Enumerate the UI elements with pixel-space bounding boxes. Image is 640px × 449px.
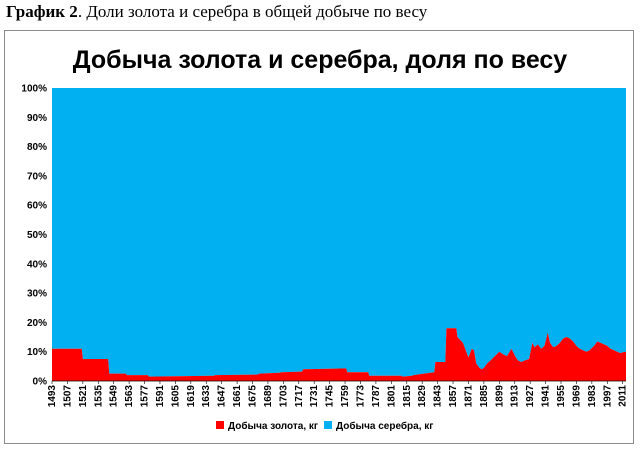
x-tick-label: 1843 — [433, 385, 444, 408]
y-tick-label: 40% — [27, 259, 47, 270]
x-tick-label: 1507 — [62, 385, 73, 408]
silver-area — [52, 88, 626, 377]
x-tick-label: 1857 — [448, 385, 459, 408]
x-axis: 1493 1507 1521 1535 1549 1563 1577 1591 1605 1619… — [47, 381, 629, 407]
x-tick-label: 1745 — [325, 385, 336, 408]
x-tick-label: 1899 — [494, 385, 505, 408]
x-tick-label: 1591 — [155, 385, 166, 408]
y-tick-label: 70% — [27, 171, 47, 182]
y-tick-label: 50% — [27, 230, 47, 241]
x-tick-label: 1885 — [479, 385, 490, 408]
x-tick-label: 1661 — [232, 385, 243, 408]
x-tick-label: 1731 — [309, 385, 320, 408]
x-tick-label: 1787 — [371, 385, 382, 408]
legend-swatch-silver — [324, 421, 332, 429]
y-tick-label: 30% — [27, 289, 47, 300]
legend-label-gold: Добыча золота, кг — [228, 420, 318, 432]
x-tick-label: 1535 — [93, 385, 104, 408]
x-tick-label: 1955 — [556, 385, 567, 408]
y-tick-label: 20% — [27, 318, 47, 329]
x-tick-label: 1913 — [510, 385, 521, 408]
x-tick-label: 1521 — [78, 385, 89, 408]
plot-area — [52, 88, 626, 382]
y-tick-label: 100% — [21, 84, 47, 95]
x-tick-label: 1647 — [217, 385, 228, 408]
legend-swatch-gold — [216, 421, 224, 429]
x-tick-label: 1871 — [463, 385, 474, 408]
x-tick-label: 1815 — [402, 385, 413, 408]
y-tick-label: 10% — [27, 347, 47, 358]
x-tick-label: 1717 — [294, 385, 305, 408]
x-tick-label: 1801 — [386, 385, 397, 408]
x-tick-label: 1493 — [47, 385, 58, 408]
figure-caption: График 2. Доли золота и серебра в общей … — [6, 2, 427, 22]
y-tick-label: 60% — [27, 201, 47, 212]
x-tick-label: 1675 — [248, 385, 259, 408]
caption-label: График 2 — [6, 2, 78, 21]
x-tick-label: 1549 — [109, 385, 120, 408]
x-tick-label: 1927 — [525, 385, 536, 408]
x-tick-label: 1577 — [140, 385, 151, 408]
x-tick-label: 1689 — [263, 385, 274, 408]
x-tick-label: 1969 — [571, 385, 582, 408]
x-tick-label: 1941 — [541, 385, 552, 408]
x-tick-label: 1619 — [186, 385, 197, 408]
x-tick-label: 1759 — [340, 385, 351, 408]
y-tick-label: 90% — [27, 113, 47, 124]
x-tick-label: 1633 — [201, 385, 212, 408]
y-tick-label: 80% — [27, 142, 47, 153]
gold-area — [52, 328, 626, 381]
x-tick-label: 1563 — [124, 385, 135, 408]
caption-text: . Доли золота и серебра в общей добыче п… — [77, 2, 428, 21]
y-axis: 0% 10% 20% 30% 40% 50% 60% 70% 80% 90% 100% — [21, 84, 47, 388]
x-tick-label: 1605 — [170, 385, 181, 408]
x-tick-label: 1829 — [417, 385, 428, 408]
x-tick-label: 1983 — [587, 385, 598, 408]
chart-title: Добыча золота и серебра, доля по весу — [73, 46, 568, 74]
y-tick-label: 0% — [33, 377, 48, 388]
x-tick-label: 1773 — [355, 385, 366, 408]
x-tick-label: 1703 — [278, 385, 289, 408]
legend-label-silver: Добыча серебра, кг — [336, 420, 433, 432]
x-tick-label: 1997 — [602, 385, 613, 408]
x-tick-label: 2011 — [618, 385, 629, 407]
legend: Добыча золота, кг Добыча серебра, кг — [216, 420, 433, 432]
